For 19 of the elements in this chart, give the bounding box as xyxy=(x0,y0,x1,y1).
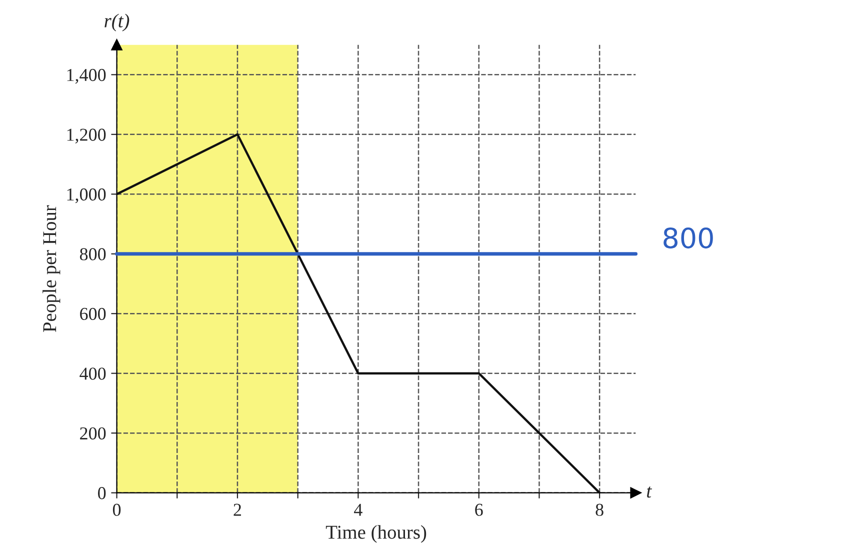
y-tick-label: 0 xyxy=(98,487,106,500)
x-tick-label: 6 xyxy=(475,504,483,516)
y-tick-label: 600 xyxy=(80,308,106,320)
y-tick-label: 1,400 xyxy=(67,68,106,84)
text: r(t) xyxy=(104,14,130,32)
line-series xyxy=(116,133,601,493)
y-tick-label: 1,000 xyxy=(67,188,106,204)
y-tick-label: 800 xyxy=(80,248,106,260)
x-tick-label: 4 xyxy=(354,504,362,516)
text: t xyxy=(647,486,652,498)
x-tick-label: 2 xyxy=(234,504,241,516)
y-tick-label: 400 xyxy=(80,368,106,380)
y-tick-label: 200 xyxy=(80,427,106,440)
x-axis-title: Time (hours) xyxy=(326,525,426,543)
y-axis-title: People per Hour xyxy=(42,205,60,332)
x-tick-label: 8 xyxy=(596,504,604,516)
ref-line-label: 800 xyxy=(664,227,713,248)
x-tick-label: 0 xyxy=(112,504,121,516)
y-tick-label: 1,200 xyxy=(67,128,106,144)
